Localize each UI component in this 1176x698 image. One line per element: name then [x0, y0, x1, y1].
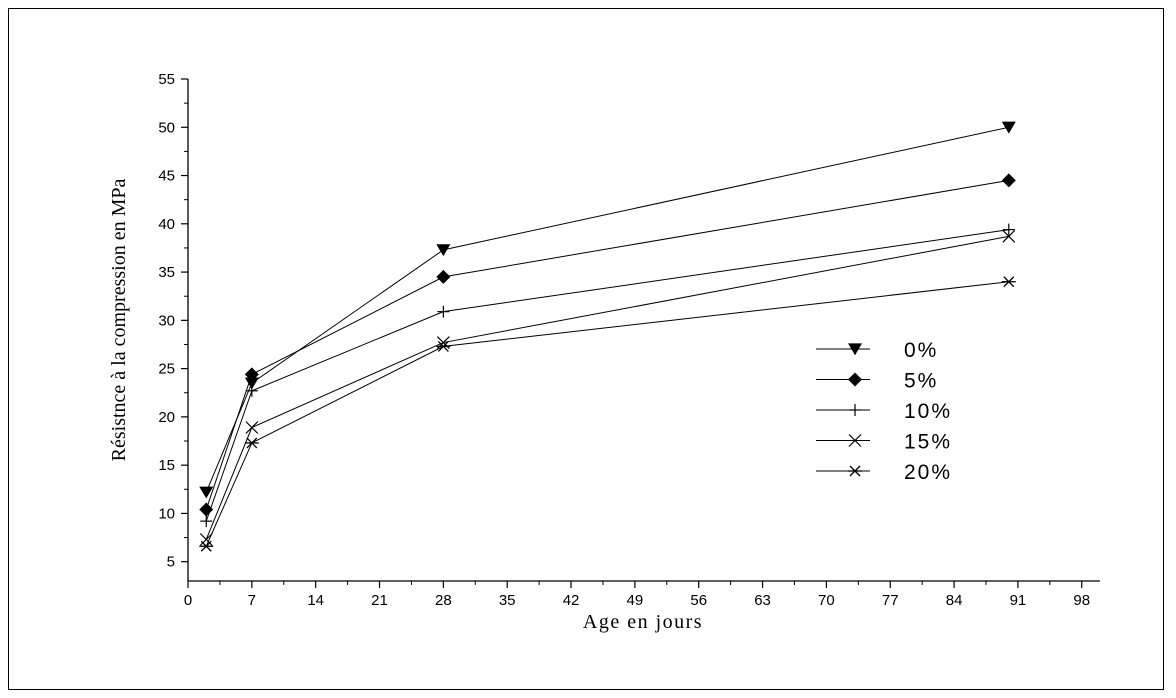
data-point [199, 486, 214, 499]
series-line [205, 179, 1009, 510]
x-tick-label: 70 [818, 592, 835, 609]
legend-marker [848, 372, 862, 387]
series-2 [200, 223, 1015, 528]
y-tick-label: 50 [158, 119, 175, 136]
data-point [437, 305, 450, 318]
x-stroke [1002, 229, 1016, 243]
legend-item: 5% [816, 370, 938, 393]
data-point [1002, 229, 1016, 243]
axes [187, 79, 1100, 582]
legend-label: 0% [904, 339, 938, 362]
legend-label: 20% [904, 461, 952, 484]
plot-area [199, 121, 1016, 552]
x-tick-label: 63 [754, 592, 771, 609]
series-3 [199, 229, 1016, 546]
y-tick-label: 25 [158, 361, 175, 378]
legend-marker [848, 343, 862, 356]
series-line [205, 126, 1009, 493]
data-point [436, 244, 451, 257]
legend-item: 10% [816, 400, 952, 423]
series-line [205, 281, 1009, 547]
x-stroke [245, 421, 259, 434]
x-axis-ticks: 0 7 14 21 28 35 42 49 56 63 70 77 84 91 98 [184, 581, 1090, 609]
data-point [1001, 276, 1016, 288]
data-point [199, 540, 214, 552]
x-tick-label: 42 [563, 592, 580, 609]
x-tick-label: 21 [371, 592, 388, 609]
series-4 [199, 276, 1016, 552]
x-tick-label: 7 [248, 592, 256, 609]
data-point [245, 384, 258, 397]
legend: 0% 5% 10% 15% 20% [816, 339, 952, 484]
x-tick-label: 0 [184, 592, 192, 609]
legend-label: 15% [904, 431, 952, 454]
asterisk-stroke [246, 437, 258, 449]
y-tick-label: 40 [158, 216, 175, 233]
data-point [244, 367, 259, 382]
x-tick-label: 91 [1010, 592, 1027, 609]
legend-item: 20% [816, 461, 952, 484]
x-tick-label: 28 [435, 592, 452, 609]
y-axis-label: Résistnce à la compression en MPa [108, 179, 130, 462]
data-point [244, 377, 259, 390]
x-stroke [199, 533, 213, 546]
series-line [205, 235, 1009, 540]
y-axis-ticks: 5 10 15 20 25 30 35 40 45 50 55 [158, 71, 188, 571]
asterisk-stroke [849, 465, 861, 477]
legend-label: 5% [904, 370, 938, 393]
data-point [1001, 173, 1016, 188]
y-tick-label: 20 [158, 409, 175, 426]
legend-item: 15% [816, 431, 952, 454]
data-point [200, 515, 213, 528]
legend-marker [848, 465, 862, 477]
chart-frame [8, 8, 1164, 690]
y-tick-label: 55 [158, 71, 175, 88]
y-tick-label: 35 [158, 264, 175, 281]
series-line [205, 229, 1009, 522]
series-1 [199, 173, 1016, 517]
x-tick-label: 49 [627, 592, 644, 609]
y-tick-label: 10 [158, 505, 175, 522]
asterisk-stroke [200, 540, 212, 552]
x-tick-label: 98 [1073, 592, 1090, 609]
data-point [436, 340, 451, 352]
y-tick-label: 30 [158, 312, 175, 329]
asterisk-stroke [1003, 276, 1015, 288]
x-axis-label: Age en jours [583, 611, 703, 633]
x-tick-label: 84 [946, 592, 963, 609]
x-tick-label: 14 [307, 592, 324, 609]
legend-item: 0% [816, 339, 938, 362]
x-tick-label: 56 [690, 592, 707, 609]
legend-marker [849, 404, 861, 416]
legend-marker [848, 434, 862, 447]
data-point [436, 269, 451, 284]
y-tick-label: 15 [158, 457, 175, 474]
legend-label: 10% [904, 400, 952, 423]
y-tick-label: 5 [167, 554, 175, 571]
series-0 [199, 121, 1016, 499]
x-tick-label: 77 [882, 592, 899, 609]
x-stroke [848, 434, 862, 447]
data-point [199, 502, 214, 517]
x-tick-label: 35 [499, 592, 516, 609]
data-point [244, 437, 259, 449]
y-tick-label: 45 [158, 168, 175, 185]
asterisk-stroke [437, 340, 449, 352]
data-point [245, 421, 259, 434]
data-point [199, 533, 213, 546]
data-point [1001, 121, 1016, 134]
data-point [1002, 223, 1015, 236]
